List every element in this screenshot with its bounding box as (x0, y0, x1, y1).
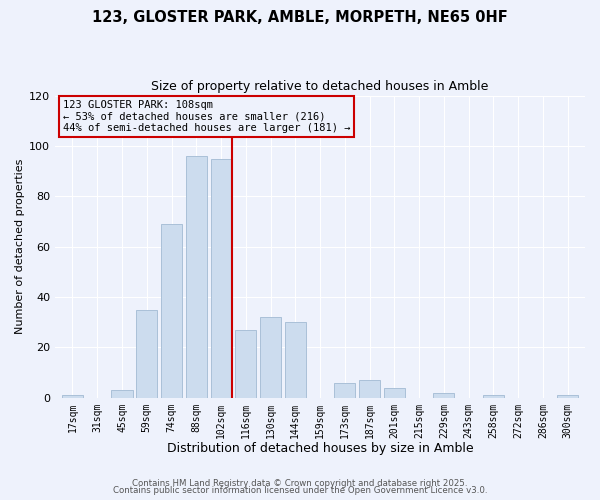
Y-axis label: Number of detached properties: Number of detached properties (15, 159, 25, 334)
Bar (433, 392, 454, 398)
Bar (211, 158, 232, 398)
Bar (161, 224, 182, 398)
Bar (112, 390, 133, 398)
Bar (285, 322, 306, 398)
Bar (334, 382, 355, 398)
Bar (557, 395, 578, 398)
Text: 123, GLOSTER PARK, AMBLE, MORPETH, NE65 0HF: 123, GLOSTER PARK, AMBLE, MORPETH, NE65 … (92, 10, 508, 25)
Text: 123 GLOSTER PARK: 108sqm
← 53% of detached houses are smaller (216)
44% of semi-: 123 GLOSTER PARK: 108sqm ← 53% of detach… (63, 100, 350, 134)
Bar (483, 395, 504, 398)
Bar (260, 317, 281, 398)
Text: Contains public sector information licensed under the Open Government Licence v3: Contains public sector information licen… (113, 486, 487, 495)
Bar (359, 380, 380, 398)
Bar (186, 156, 207, 398)
X-axis label: Distribution of detached houses by size in Amble: Distribution of detached houses by size … (167, 442, 473, 455)
Bar (136, 310, 157, 398)
Bar (384, 388, 405, 398)
Bar (235, 330, 256, 398)
Title: Size of property relative to detached houses in Amble: Size of property relative to detached ho… (151, 80, 489, 93)
Text: Contains HM Land Registry data © Crown copyright and database right 2025.: Contains HM Land Registry data © Crown c… (132, 478, 468, 488)
Bar (62, 395, 83, 398)
